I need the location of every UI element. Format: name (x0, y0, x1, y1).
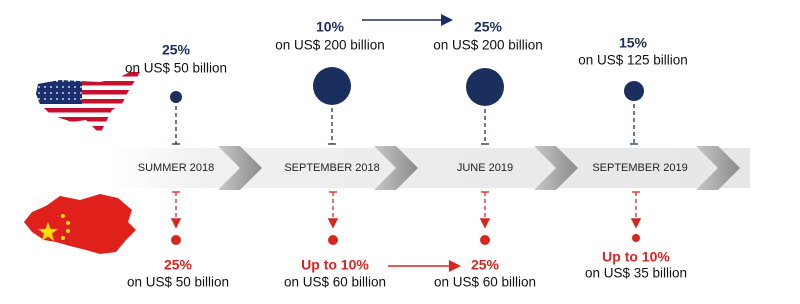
us-amount: on US$ 50 billion (125, 61, 227, 76)
us-rate: 15% (619, 35, 648, 51)
us-rate: 25% (162, 42, 191, 58)
chevrons (218, 146, 740, 190)
timeline-label: JUNE 2019 (457, 162, 513, 174)
us-amount: on US$ 200 billion (433, 38, 543, 53)
us-markers (170, 14, 644, 145)
china-rate: Up to 10% (301, 257, 369, 273)
china-rate: 25% (164, 257, 193, 273)
timeline-label: SEPTEMBER 2019 (592, 162, 687, 174)
china-rate: Up to 10% (602, 249, 670, 265)
us-amount: on US$ 200 billion (275, 38, 385, 53)
timeline-band (110, 148, 750, 188)
us-amount: on US$ 125 billion (578, 53, 688, 68)
timeline-label: SEPTEMBER 2018 (284, 162, 379, 174)
us-map (36, 70, 140, 134)
china-amount: on US$ 60 billion (434, 275, 536, 290)
china-amount: on US$ 50 billion (127, 275, 229, 290)
china-map (24, 194, 136, 254)
china-amount: on US$ 60 billion (284, 275, 386, 290)
china-amount: on US$ 35 billion (585, 266, 687, 281)
china-markers (170, 191, 642, 272)
us-rate: 25% (474, 19, 503, 35)
china-rate: 25% (471, 257, 500, 273)
timeline-label: SUMMER 2018 (138, 162, 214, 174)
us-rate: 10% (316, 19, 345, 35)
